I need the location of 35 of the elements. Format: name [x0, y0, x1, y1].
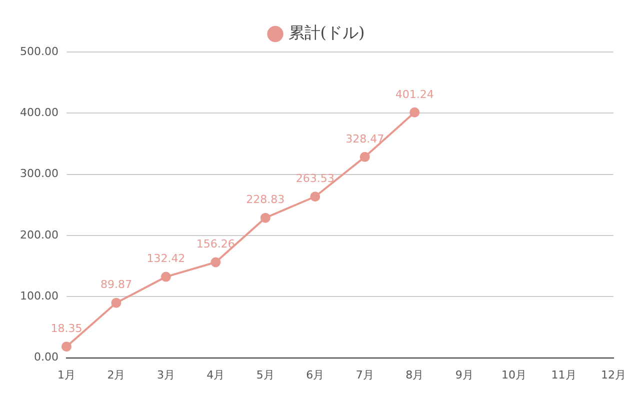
y-tick-label: 100.00: [20, 290, 58, 302]
y-tick-label: 500.00: [20, 44, 58, 58]
data-label: 156.26: [196, 238, 235, 251]
x-tick-label: 5月: [256, 368, 274, 382]
x-tick-label: 8月: [406, 368, 424, 382]
point: [111, 298, 122, 308]
data-label: 89.87: [100, 278, 132, 292]
legend-label: 累計(ドル): [288, 23, 365, 42]
x-tick-label: 3月: [156, 368, 175, 382]
point: [360, 152, 370, 162]
x-tick-label: 2月: [107, 368, 126, 382]
data-label: 263.53: [296, 172, 334, 185]
x-tick-label: 1月: [57, 368, 76, 382]
x-tick-label: 9月: [455, 368, 474, 382]
point: [61, 342, 72, 352]
y-tick-label: 200.00: [20, 228, 58, 242]
y-tick-label: 400.00: [20, 106, 58, 120]
data-label: 18.35: [50, 322, 82, 335]
point: [260, 212, 270, 223]
data-label: 132.42: [146, 252, 186, 266]
point: [160, 272, 171, 282]
data-label: 228.83: [246, 193, 285, 206]
y-tick-label: 0.00: [34, 350, 58, 364]
point: [310, 192, 320, 202]
data-label: 328.47: [346, 132, 384, 146]
y-tick-label: 300.00: [20, 167, 58, 180]
x-tick-label: 6月: [306, 368, 324, 382]
x-tick-label: 4月: [206, 368, 225, 382]
x-tick-label: 12月: [601, 368, 626, 382]
x-tick-label: 10月: [502, 368, 527, 382]
x-tick-label: 11月: [551, 368, 576, 382]
point: [210, 257, 221, 268]
x-tick-label: 7月: [356, 368, 374, 382]
data-label: 401.24: [395, 88, 434, 101]
point: [410, 107, 420, 118]
